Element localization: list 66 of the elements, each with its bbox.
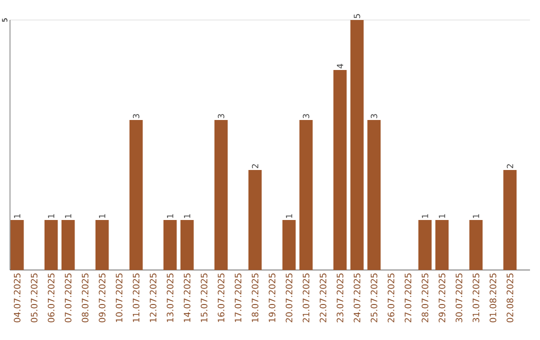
x-tick-label: 12.07.2025 (150, 273, 156, 322)
x-tick-label: 28.07.2025 (422, 273, 428, 322)
data-label: 1 (422, 214, 428, 218)
data-label: 2 (252, 164, 258, 168)
bar (333, 70, 347, 270)
x-tick-label: 26.07.2025 (388, 273, 394, 322)
x-tick-label: 24.07.2025 (354, 273, 360, 322)
data-label: 1 (65, 214, 72, 218)
x-tick-label: 29.07.2025 (438, 273, 446, 322)
bar (163, 220, 177, 270)
bar (367, 120, 381, 270)
x-tick-label: 05.07.2025 (30, 273, 38, 322)
data-label: 3 (302, 114, 310, 118)
bar (503, 170, 517, 270)
bar (180, 220, 194, 270)
bar (350, 20, 364, 270)
data-label: 1 (472, 214, 480, 218)
x-tick-label: 21.07.2025 (302, 273, 310, 322)
x-tick-label: 30.07.2025 (456, 273, 462, 322)
data-label: 3 (218, 114, 224, 118)
x-tick-label: 04.07.2025 (14, 273, 20, 322)
x-tick-label: 13.07.2025 (166, 273, 174, 322)
x-tick-label: 27.07.2025 (404, 273, 412, 322)
x-tick-label: 18.07.2025 (252, 273, 258, 322)
x-tick-label: 02.08.2025 (506, 273, 514, 322)
data-label: 1 (184, 214, 190, 218)
data-label: 5 (354, 14, 360, 18)
x-tick-label: 09.07.2025 (98, 273, 106, 322)
bar (61, 220, 75, 270)
data-label: 3 (370, 114, 378, 118)
data-label: 1 (286, 214, 292, 218)
bar (418, 220, 432, 270)
x-tick-label: 15.07.2025 (200, 273, 208, 322)
bar (10, 220, 24, 270)
x-tick-label: 22.07.2025 (320, 273, 326, 322)
bar (44, 220, 58, 270)
bar (282, 220, 296, 270)
bar (214, 120, 228, 270)
data-label: 1 (14, 214, 20, 218)
data-label: 1 (99, 214, 106, 218)
x-tick-label: 10.07.2025 (116, 273, 122, 322)
x-tick-label: 07.07.2025 (64, 273, 72, 322)
data-label: 1 (48, 214, 54, 218)
x-tick-label: 01.08.2025 (490, 273, 496, 322)
x-tick-label: 06.07.2025 (48, 273, 54, 322)
x-tick-label: 14.07.2025 (184, 273, 190, 322)
x-tick-label: 16.07.2025 (218, 273, 224, 322)
x-tick-label: 23.07.2025 (336, 273, 344, 322)
data-label: 2 (506, 164, 514, 168)
x-tick-label: 08.07.2025 (82, 273, 88, 322)
bar (129, 120, 143, 270)
x-tick-label: 11.07.2025 (132, 273, 140, 322)
x-tick-label: 17.07.2025 (234, 273, 242, 322)
data-label: 1 (167, 214, 174, 218)
bar (435, 220, 449, 270)
bar (248, 170, 262, 270)
bar (469, 220, 483, 270)
data-label: 4 (336, 64, 344, 68)
x-tick-label: 25.07.2025 (370, 273, 378, 322)
x-tick-label: 19.07.2025 (268, 273, 276, 322)
bar (299, 120, 313, 270)
data-label: 3 (132, 114, 140, 118)
x-tick-label: 31.07.2025 (472, 273, 480, 322)
x-tick-label: 20.07.2025 (286, 273, 292, 322)
bar (95, 220, 109, 270)
data-label: 1 (438, 214, 446, 218)
